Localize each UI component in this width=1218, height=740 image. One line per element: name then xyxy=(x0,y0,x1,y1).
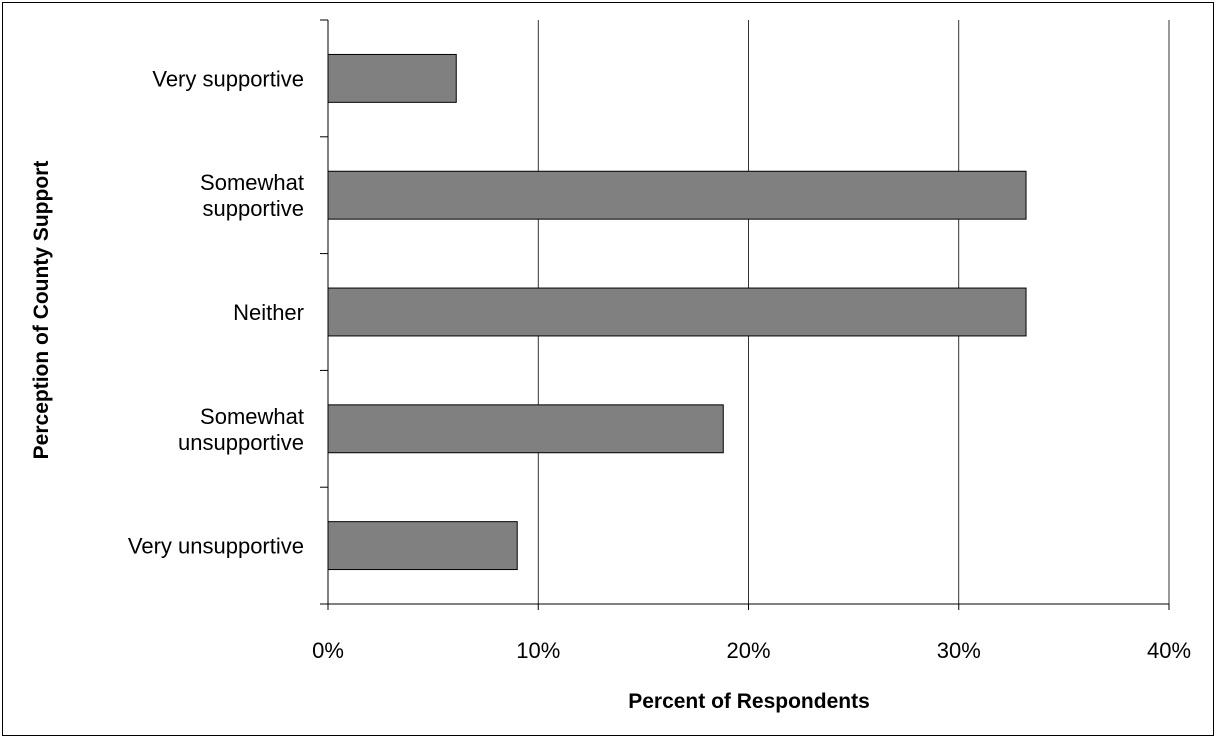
x-tick-label: 10% xyxy=(516,638,560,663)
category-label: Very supportive xyxy=(152,66,304,91)
category-label: Somewhat xyxy=(200,404,304,429)
category-label: Very unsupportive xyxy=(128,534,304,559)
x-tick-label: 0% xyxy=(312,638,344,663)
bar xyxy=(327,404,724,454)
bar xyxy=(327,53,457,103)
x-tick-label: 40% xyxy=(1147,638,1191,663)
category-label: supportive xyxy=(202,196,304,221)
y-axis-title: Perception of County Support xyxy=(30,161,53,460)
category-label: Neither xyxy=(233,300,304,325)
bars xyxy=(327,53,1027,571)
category-label: Somewhat xyxy=(200,170,304,195)
bar xyxy=(327,287,1027,337)
category-labels: Very supportiveSomewhatsupportiveNeither… xyxy=(128,66,304,558)
x-tick-label: 30% xyxy=(937,638,981,663)
axes xyxy=(320,19,1170,610)
category-label: unsupportive xyxy=(178,430,304,455)
bar xyxy=(327,170,1027,220)
x-axis-title: Percent of Respondents xyxy=(628,690,870,713)
bar xyxy=(327,521,518,571)
x-tick-labels: 0% 10% 20% 30% 40% xyxy=(312,638,1191,663)
x-tick-label: 20% xyxy=(726,638,770,663)
